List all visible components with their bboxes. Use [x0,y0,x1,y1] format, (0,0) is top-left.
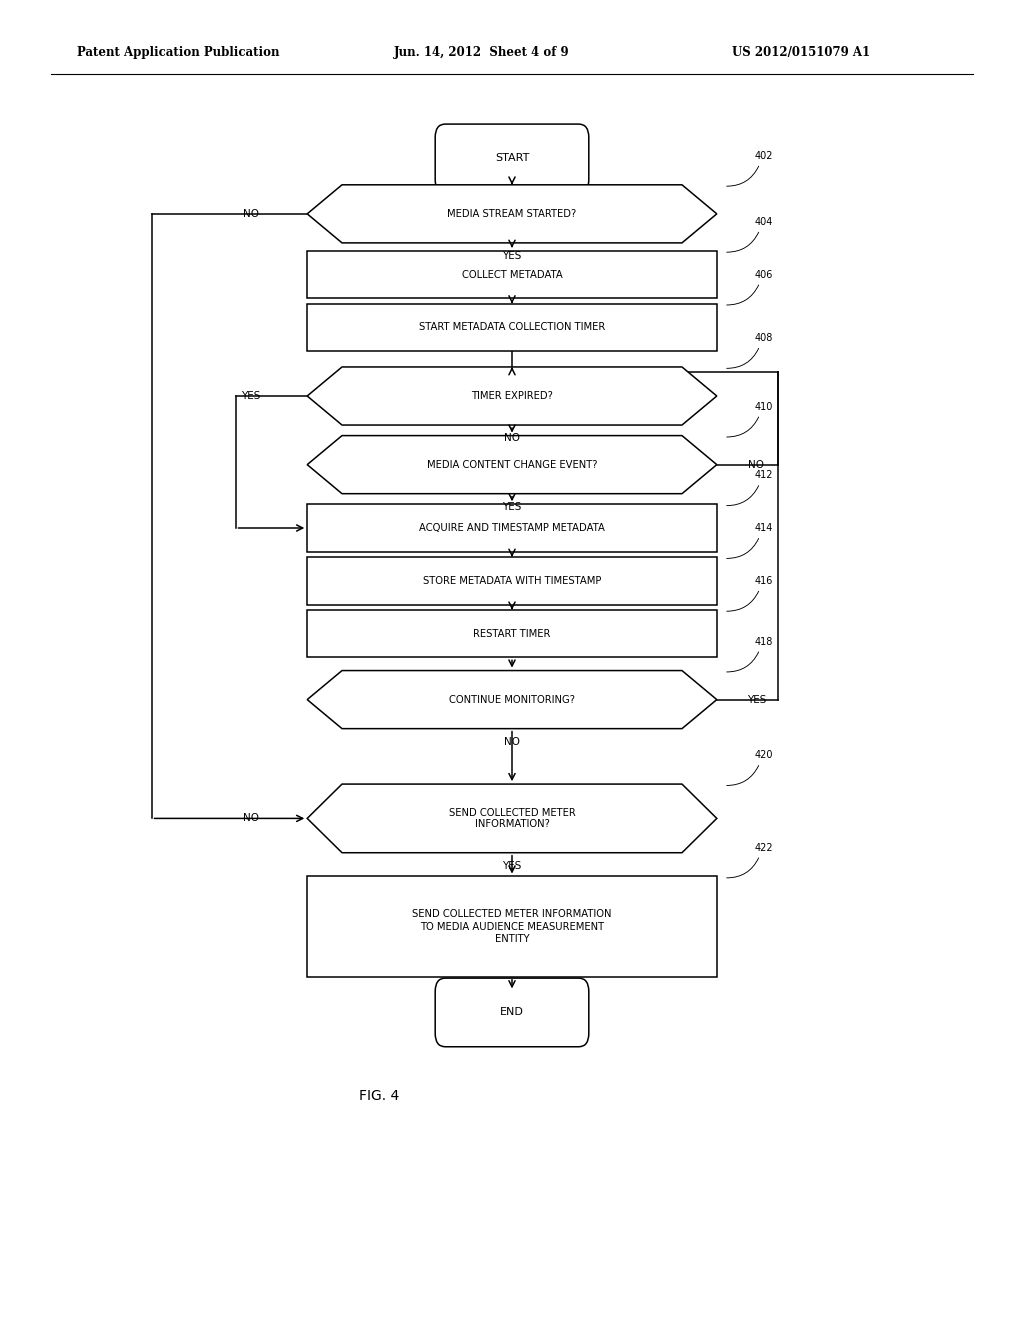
Text: 422: 422 [755,842,773,853]
Text: RESTART TIMER: RESTART TIMER [473,628,551,639]
Text: NO: NO [243,813,259,824]
Text: YES: YES [503,251,521,261]
Text: Jun. 14, 2012  Sheet 4 of 9: Jun. 14, 2012 Sheet 4 of 9 [394,46,570,59]
Text: YES: YES [503,502,521,512]
Text: Patent Application Publication: Patent Application Publication [77,46,280,59]
Text: MEDIA CONTENT CHANGE EVENT?: MEDIA CONTENT CHANGE EVENT? [427,459,597,470]
Text: START METADATA COLLECTION TIMER: START METADATA COLLECTION TIMER [419,322,605,333]
Text: 402: 402 [755,150,773,161]
Text: 410: 410 [755,401,773,412]
Text: TIMER EXPIRED?: TIMER EXPIRED? [471,391,553,401]
Text: YES: YES [242,391,260,401]
Text: STORE METADATA WITH TIMESTAMP: STORE METADATA WITH TIMESTAMP [423,576,601,586]
Text: COLLECT METADATA: COLLECT METADATA [462,269,562,280]
Bar [307,610,717,657]
Polygon shape [307,671,717,729]
Text: 412: 412 [755,470,773,480]
Text: MEDIA STREAM STARTED?: MEDIA STREAM STARTED? [447,209,577,219]
Bar [307,304,717,351]
Text: ACQUIRE AND TIMESTAMP METADATA: ACQUIRE AND TIMESTAMP METADATA [419,523,605,533]
Bar [307,557,717,605]
Text: 414: 414 [755,523,773,533]
Text: 416: 416 [755,576,773,586]
Text: NO: NO [243,209,259,219]
Text: 404: 404 [755,216,773,227]
Bar [307,251,717,298]
Text: CONTINUE MONITORING?: CONTINUE MONITORING? [449,694,575,705]
Text: NO: NO [504,433,520,444]
Text: 418: 418 [755,636,773,647]
FancyBboxPatch shape [435,978,589,1047]
Text: FIG. 4: FIG. 4 [358,1089,399,1102]
Polygon shape [307,436,717,494]
Text: 420: 420 [755,750,773,760]
Text: SEND COLLECTED METER INFORMATION
TO MEDIA AUDIENCE MEASUREMENT
ENTITY: SEND COLLECTED METER INFORMATION TO MEDI… [413,909,611,944]
Bar [307,504,717,552]
Text: NO: NO [504,737,520,747]
Text: US 2012/0151079 A1: US 2012/0151079 A1 [732,46,870,59]
Text: 408: 408 [755,333,773,343]
Text: 406: 406 [755,269,773,280]
Text: SEND COLLECTED METER
INFORMATION?: SEND COLLECTED METER INFORMATION? [449,808,575,829]
Text: YES: YES [748,694,767,705]
FancyBboxPatch shape [435,124,589,193]
Text: NO: NO [748,459,764,470]
Bar [307,876,717,977]
Text: YES: YES [503,861,521,871]
Polygon shape [307,185,717,243]
Text: START: START [495,153,529,164]
Polygon shape [307,784,717,853]
Text: END: END [500,1007,524,1018]
Polygon shape [307,367,717,425]
